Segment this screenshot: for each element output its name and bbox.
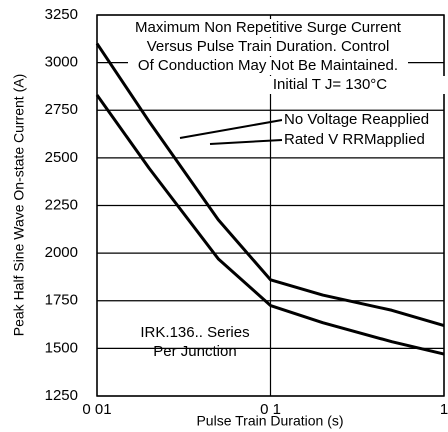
y-tick-label: 1250 [45,387,78,404]
x-tick-label: 0 01 [82,401,111,418]
annotation: Per Junction [153,343,236,360]
annotation: IRK.136.. Series [140,324,249,341]
annotation-bg [190,76,448,94]
y-tick-label: 3000 [45,54,78,71]
annotation: Versus Pulse Train Duration. Control [147,38,390,55]
y-axis-label: Peak Half Sine Wave On-state Current (A) [11,74,27,336]
curve [95,94,445,356]
legend-bg [282,131,442,149]
annotation-bg [128,38,408,56]
leader-line [209,139,283,145]
curve [95,42,445,327]
annotation-bg [128,19,408,37]
legend-label: No Voltage Reapplied [284,111,429,128]
legend-label: Rated V RRMapplied [284,131,425,148]
annotation: Of Conduction May Not Be Maintained. [138,57,398,74]
x-tick-label: 1 [440,401,448,418]
annotation: Maximum Non Repetitive Surge Current [135,19,402,36]
annotation: Initial T J= 130°C [273,76,387,93]
x-tick-label: 0 1 [260,401,281,418]
y-tick-label: 2250 [45,196,78,213]
y-tick-label: 1750 [45,292,78,309]
legend-bg [282,111,442,129]
y-tick-label: 2000 [45,244,78,261]
y-tick-label: 2750 [45,101,78,118]
annotation-bg [128,57,408,75]
y-tick-label: 1500 [45,339,78,356]
leader-line [179,119,283,139]
y-tick-label: 2500 [45,149,78,166]
x-axis-label: Pulse Train Duration (s) [196,413,343,429]
y-tick-label: 3250 [45,6,78,23]
